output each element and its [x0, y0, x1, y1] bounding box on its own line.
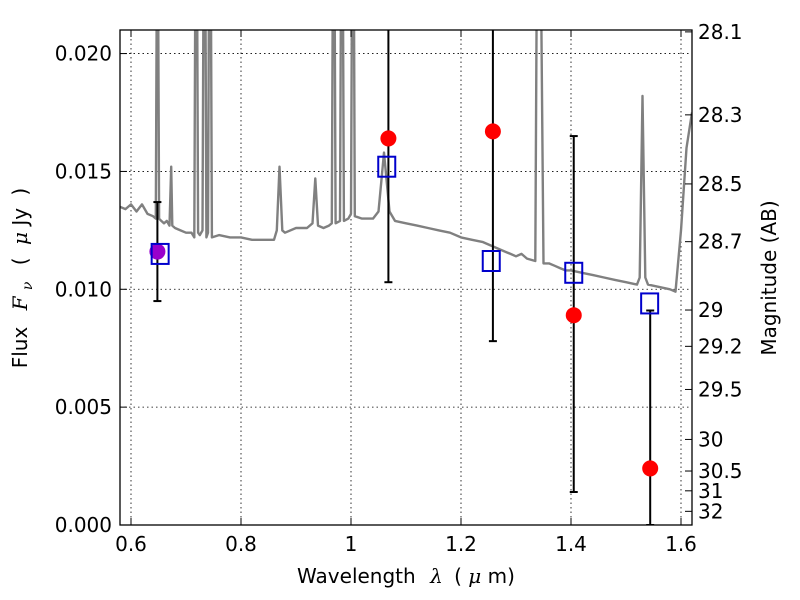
- x-tick-label: 1.4: [555, 532, 587, 556]
- model-point: [640, 292, 660, 315]
- y2-axis-label: Magnitude (AB): [757, 200, 781, 355]
- x-axis-label-symbol: λ: [429, 564, 443, 588]
- y2-tick-label: 28.5: [698, 172, 743, 196]
- x-tick-label: 1: [345, 532, 358, 556]
- template-spectrum: [120, 30, 692, 293]
- observed-point: [380, 130, 397, 147]
- model-point: [150, 242, 170, 265]
- y2-tick-label: 32: [698, 499, 723, 523]
- x-axis-ticks: 0.6 0.8 1 1.2 1.4 1.6: [115, 30, 697, 556]
- y-axis-label-symbol: F: [8, 295, 32, 311]
- y-axis-label: Flux F ν ( μ Jy ): [8, 188, 37, 369]
- y2-tick-label: 28.1: [698, 20, 743, 44]
- y-tick-label: 0.020: [55, 42, 112, 66]
- y2-tick-label: 30: [698, 427, 723, 451]
- plot-frame: [119, 29, 693, 526]
- x-axis-label-unit-open: (: [454, 564, 462, 588]
- observed-point: [149, 243, 166, 260]
- y2-tick-label: 31: [698, 479, 723, 503]
- y2-tick-label: 28.3: [698, 103, 743, 127]
- model-point: [377, 155, 397, 178]
- x-axis-label-unit-rest: m): [488, 564, 515, 588]
- observed-point: [642, 460, 659, 477]
- observed-points: [149, 123, 659, 477]
- x-axis-label-text: Wavelength: [297, 564, 416, 588]
- x-axis-label-unit-mu: μ: [468, 564, 481, 588]
- model-point: [481, 250, 501, 272]
- y2-tick-label: 30.5: [698, 459, 743, 483]
- model-photometry-points: [150, 155, 660, 315]
- y-axis-label-text: Flux: [8, 327, 32, 369]
- y2-tick-label: 29: [698, 298, 723, 322]
- y-tick-label: 0.000: [55, 513, 112, 537]
- y-axis-label-subscript: ν: [20, 281, 36, 290]
- x-tick-label: 0.8: [225, 532, 257, 556]
- spectrum-line: [120, 30, 692, 293]
- y-axis-label-unit-open: (: [8, 257, 32, 265]
- model-point: [564, 261, 584, 284]
- y2-tick-label: 28.7: [698, 230, 743, 254]
- y-axis-ticks: 0.000 0.005 0.010 0.015 0.020: [55, 42, 127, 537]
- y-axis-label-unit-mu: μ: [8, 232, 32, 245]
- y2-tick-label: 29.2: [698, 334, 743, 358]
- y2-tick-label: 29.5: [698, 377, 743, 401]
- x-tick-label: 1.6: [665, 532, 697, 556]
- x-tick-label: 1.2: [445, 532, 477, 556]
- y-tick-label: 0.005: [55, 395, 112, 419]
- x-tick-label: 0.6: [115, 532, 147, 556]
- y-axis-label-unit-rest: Jy: [8, 208, 32, 228]
- x-axis-label: Wavelength λ ( μ m): [297, 564, 515, 588]
- observed-point: [484, 123, 501, 140]
- y-tick-label: 0.010: [55, 277, 112, 301]
- y-tick-label: 0.015: [55, 159, 112, 183]
- observed-point: [565, 307, 582, 324]
- y-axis-label-unit-close: ): [8, 188, 32, 196]
